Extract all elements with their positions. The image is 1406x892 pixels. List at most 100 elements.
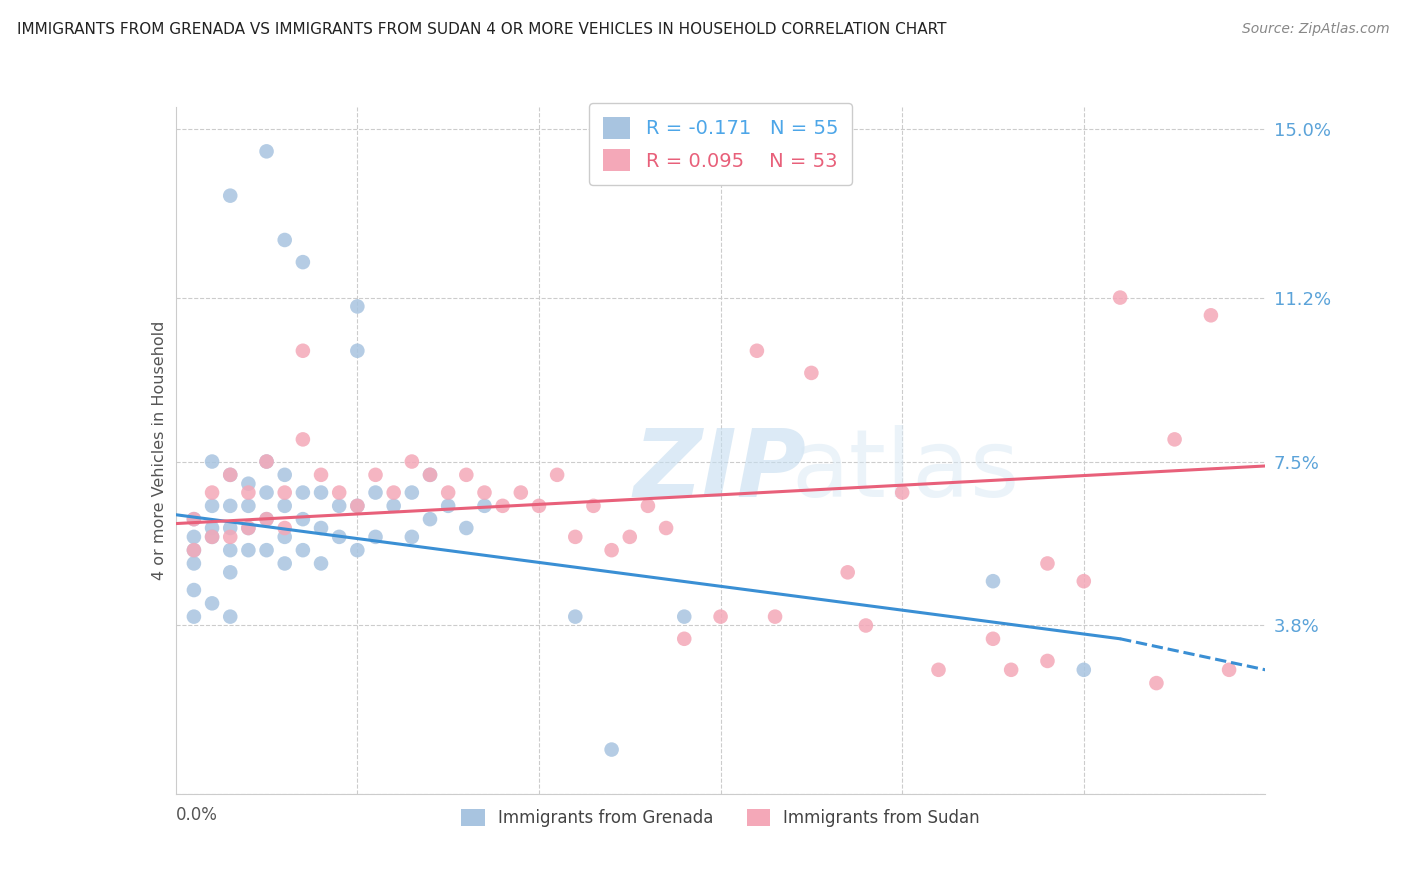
Point bbox=[219, 530, 242, 544]
Point bbox=[928, 663, 950, 677]
Point bbox=[401, 454, 423, 468]
Point bbox=[291, 485, 314, 500]
Point bbox=[256, 454, 278, 468]
Point bbox=[855, 618, 877, 632]
Point bbox=[346, 300, 368, 314]
Point bbox=[256, 485, 278, 500]
Point bbox=[183, 543, 205, 558]
Point bbox=[238, 543, 260, 558]
Point bbox=[274, 499, 297, 513]
Point bbox=[274, 485, 297, 500]
Point bbox=[401, 530, 423, 544]
Point bbox=[219, 499, 242, 513]
Point bbox=[238, 485, 260, 500]
Point bbox=[274, 521, 297, 535]
Point bbox=[474, 485, 496, 500]
Point bbox=[1109, 291, 1132, 305]
Point bbox=[474, 499, 496, 513]
Point bbox=[238, 521, 260, 535]
Point bbox=[219, 467, 242, 482]
Point bbox=[238, 521, 260, 535]
Point bbox=[1146, 676, 1168, 690]
Point bbox=[219, 188, 242, 202]
Point bbox=[291, 512, 314, 526]
Text: 0.0%: 0.0% bbox=[176, 806, 218, 824]
Point bbox=[309, 467, 332, 482]
Point bbox=[201, 521, 224, 535]
Point bbox=[456, 521, 478, 535]
Point bbox=[309, 485, 332, 500]
Point bbox=[201, 454, 224, 468]
Point bbox=[382, 499, 405, 513]
Point bbox=[364, 467, 387, 482]
Point bbox=[1218, 663, 1240, 677]
Point bbox=[256, 145, 278, 159]
Point bbox=[673, 609, 696, 624]
Point bbox=[1199, 308, 1222, 322]
Point bbox=[364, 530, 387, 544]
Point bbox=[183, 543, 205, 558]
Point bbox=[437, 499, 460, 513]
Point bbox=[201, 596, 224, 610]
Point bbox=[291, 433, 314, 447]
Point bbox=[346, 543, 368, 558]
Point bbox=[800, 366, 823, 380]
Point bbox=[981, 574, 1004, 589]
Point bbox=[564, 609, 586, 624]
Point bbox=[401, 485, 423, 500]
Point bbox=[219, 543, 242, 558]
Point bbox=[183, 557, 205, 571]
Point bbox=[600, 742, 623, 756]
Point bbox=[1036, 557, 1059, 571]
Point bbox=[582, 499, 605, 513]
Point bbox=[419, 467, 441, 482]
Point bbox=[509, 485, 531, 500]
Point bbox=[183, 512, 205, 526]
Point bbox=[546, 467, 568, 482]
Point bbox=[219, 609, 242, 624]
Point bbox=[274, 557, 297, 571]
Point bbox=[637, 499, 659, 513]
Point bbox=[1073, 574, 1095, 589]
Point bbox=[1073, 663, 1095, 677]
Point bbox=[256, 454, 278, 468]
Point bbox=[274, 467, 297, 482]
Point bbox=[309, 521, 332, 535]
Point bbox=[183, 530, 205, 544]
Point bbox=[981, 632, 1004, 646]
Point bbox=[564, 530, 586, 544]
Point bbox=[201, 499, 224, 513]
Legend: Immigrants from Grenada, Immigrants from Sudan: Immigrants from Grenada, Immigrants from… bbox=[454, 802, 987, 834]
Point bbox=[492, 499, 515, 513]
Text: IMMIGRANTS FROM GRENADA VS IMMIGRANTS FROM SUDAN 4 OR MORE VEHICLES IN HOUSEHOLD: IMMIGRANTS FROM GRENADA VS IMMIGRANTS FR… bbox=[17, 22, 946, 37]
Point bbox=[309, 557, 332, 571]
Point bbox=[219, 467, 242, 482]
Point bbox=[419, 512, 441, 526]
Point bbox=[1036, 654, 1059, 668]
Point bbox=[456, 467, 478, 482]
Point bbox=[328, 499, 350, 513]
Point bbox=[291, 543, 314, 558]
Point bbox=[382, 485, 405, 500]
Text: ZIP: ZIP bbox=[633, 425, 806, 517]
Point bbox=[274, 233, 297, 247]
Point bbox=[763, 609, 786, 624]
Point bbox=[183, 582, 205, 597]
Point bbox=[419, 467, 441, 482]
Point bbox=[527, 499, 550, 513]
Point bbox=[328, 485, 350, 500]
Point bbox=[201, 485, 224, 500]
Point bbox=[1163, 433, 1185, 447]
Point bbox=[346, 499, 368, 513]
Point bbox=[238, 499, 260, 513]
Point bbox=[745, 343, 768, 358]
Point bbox=[291, 343, 314, 358]
Point bbox=[328, 530, 350, 544]
Point bbox=[673, 632, 696, 646]
Point bbox=[183, 512, 205, 526]
Point bbox=[364, 485, 387, 500]
Point bbox=[891, 485, 914, 500]
Point bbox=[274, 530, 297, 544]
Point bbox=[1000, 663, 1022, 677]
Point bbox=[710, 609, 733, 624]
